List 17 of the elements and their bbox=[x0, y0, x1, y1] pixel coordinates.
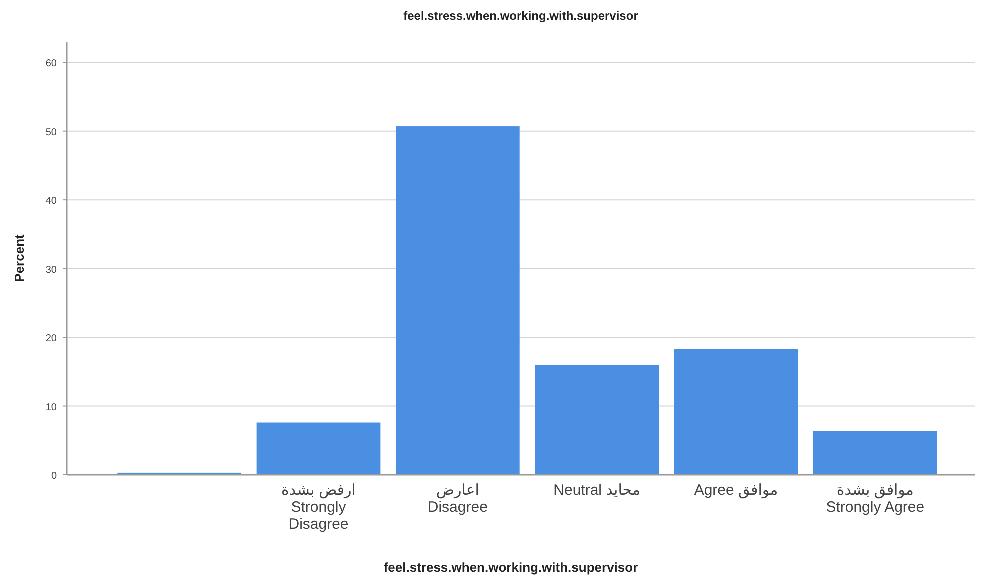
x-tick-label: Agree موافق bbox=[694, 482, 778, 499]
y-tick-label: 10 bbox=[46, 402, 58, 414]
y-tick-label: 20 bbox=[46, 334, 58, 345]
bar bbox=[813, 431, 938, 475]
y-tick-label: 50 bbox=[46, 127, 58, 138]
bar bbox=[674, 349, 798, 475]
x-axis-title: feel.stress.when.working.with.supervisor bbox=[384, 560, 638, 575]
y-tick-label: 30 bbox=[46, 264, 58, 276]
bar bbox=[396, 126, 520, 475]
y-axis-title: Percent bbox=[12, 234, 27, 282]
y-tick-label: 40 bbox=[46, 196, 58, 208]
bar bbox=[256, 422, 381, 475]
y-tick-label: 0 bbox=[51, 471, 58, 482]
y-tick-label: 60 bbox=[46, 58, 58, 70]
chart-title: feel.stress.when.working.with.supervisor bbox=[404, 9, 639, 23]
x-tick-label: Neutral محايد bbox=[554, 482, 641, 499]
bar bbox=[535, 365, 660, 475]
